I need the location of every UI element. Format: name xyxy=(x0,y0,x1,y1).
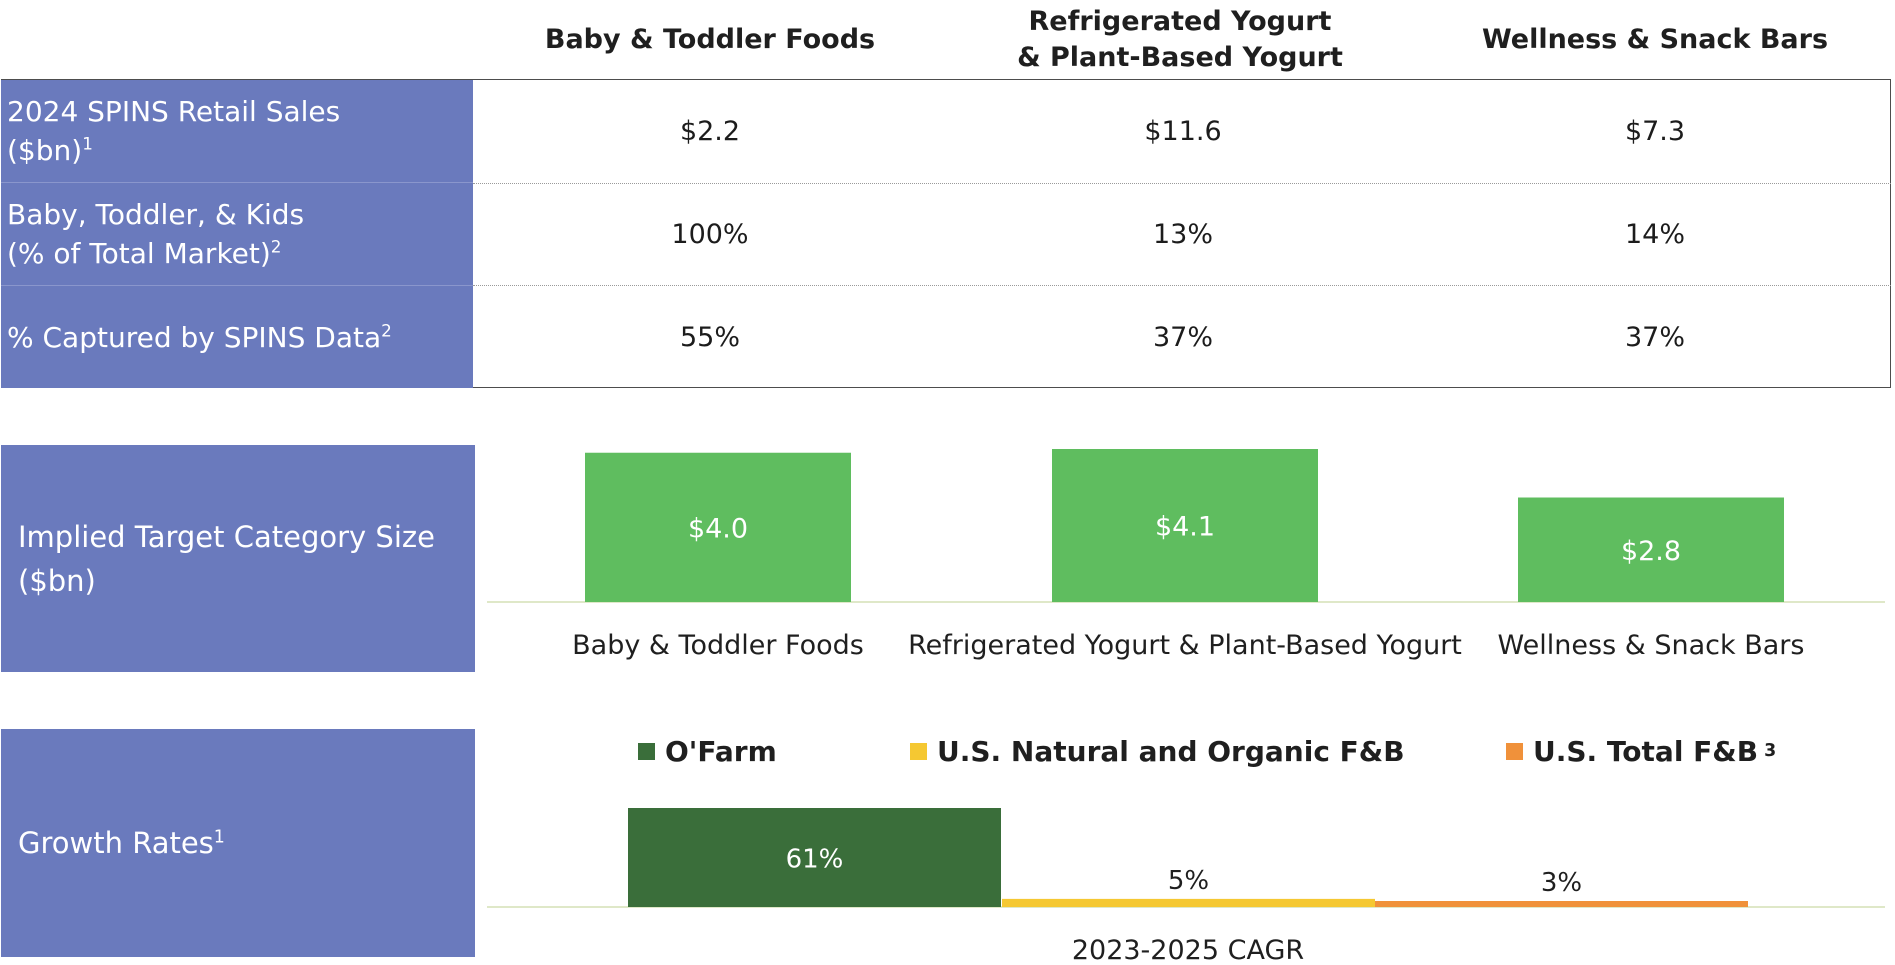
table-cell: $2.2 xyxy=(679,116,741,147)
panel-label-line1: Implied Target Category Size xyxy=(18,519,435,554)
legend-label: O'Farm xyxy=(665,734,777,768)
legend-item-natural-organic: U.S. Natural and Organic F&B xyxy=(910,731,1405,771)
bar-2 xyxy=(1518,497,1784,602)
legend-swatch xyxy=(1506,742,1523,760)
row-label-line2: (% of Total Market)2 xyxy=(7,236,282,270)
column-header-yogurt: Refrigerated Yogurt & Plant-Based Yogurt xyxy=(1017,6,1343,73)
panel-growth-rates: Growth Rates1 xyxy=(1,729,475,957)
row-label-retail-sales: 2024 SPINS Retail Sales ($bn)1 xyxy=(1,80,473,183)
table-cell: 13% xyxy=(1152,219,1213,250)
growth-bar-2 xyxy=(1375,901,1748,907)
table-cell: $11.6 xyxy=(1144,116,1222,147)
row-label-line1: 2024 SPINS Retail Sales xyxy=(7,95,341,128)
row-divider xyxy=(473,285,1891,286)
table-cell: $7.3 xyxy=(1624,116,1686,147)
row-label-line1: % Captured by SPINS Data2 xyxy=(7,320,392,354)
row-label-captured: % Captured by SPINS Data2 xyxy=(1,286,473,388)
legend-swatch xyxy=(638,742,655,760)
row-label-line1: Baby, Toddler, & Kids xyxy=(7,198,305,231)
legend-item-ofarm: O'Farm xyxy=(638,731,777,771)
bar-1 xyxy=(1052,449,1318,602)
category-label: Baby & Toddler Foods xyxy=(572,630,864,661)
panel-label-growth: Growth Rates1 xyxy=(18,826,225,860)
bar-value-label: $2.8 xyxy=(1621,536,1681,567)
legend-item-total-fb: U.S. Total F&B 3 xyxy=(1506,731,1776,771)
legend-label: U.S. Natural and Organic F&B xyxy=(937,734,1405,768)
column-header-baby: Baby & Toddler Foods xyxy=(544,24,876,55)
table-cell: 14% xyxy=(1624,219,1685,250)
x-axis-label: 2023-2025 CAGR xyxy=(1072,935,1304,965)
growth-bar-1 xyxy=(1002,898,1375,907)
category-label: Wellness & Snack Bars xyxy=(1498,630,1805,661)
table-cell: 55% xyxy=(679,322,740,353)
panel-category-size: Implied Target Category Size ($bn) xyxy=(1,445,475,672)
category-label: Refrigerated Yogurt & Plant-Based Yogurt xyxy=(908,630,1462,661)
table-cell: 37% xyxy=(1152,322,1213,353)
bar-value-label: $4.0 xyxy=(688,513,748,544)
table-cell: 100% xyxy=(671,219,749,250)
growth-value-label: 3% xyxy=(1541,868,1582,898)
legend-label: U.S. Total F&B xyxy=(1533,734,1759,768)
column-header-bars: Wellness & Snack Bars xyxy=(1481,24,1829,55)
row-divider xyxy=(473,183,1891,184)
table-cell: 37% xyxy=(1624,322,1685,353)
growth-value-label: 61% xyxy=(786,845,844,875)
panel-label-line2: ($bn) xyxy=(18,563,96,598)
bar-value-label: $4.1 xyxy=(1155,512,1215,543)
growth-value-label: 5% xyxy=(1168,866,1209,896)
row-label-line2: ($bn)1 xyxy=(7,133,93,167)
row-label-kids-share: Baby, Toddler, & Kids (% of Total Market… xyxy=(1,183,473,286)
bar-0 xyxy=(585,452,851,602)
legend-swatch xyxy=(910,742,927,760)
growth-bar-0 xyxy=(628,808,1001,907)
